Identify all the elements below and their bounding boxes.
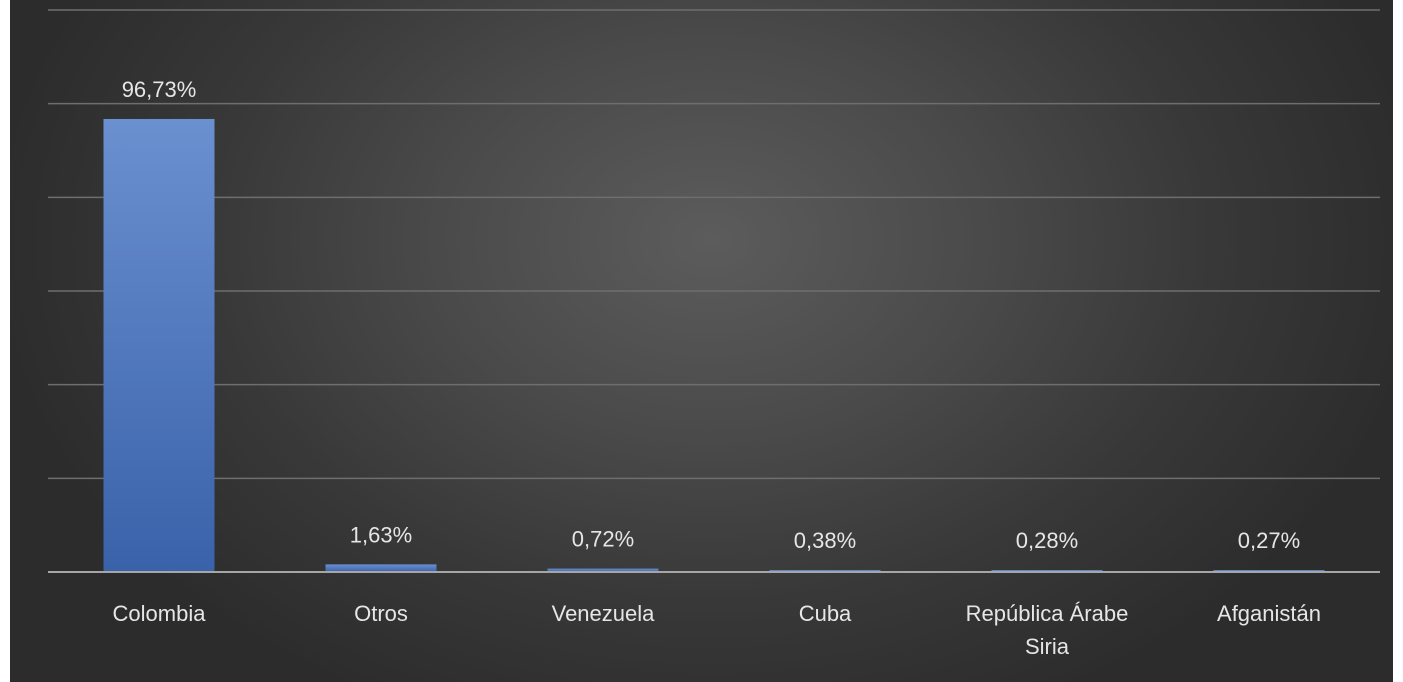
category-label: Cuba [799, 601, 852, 626]
category-label: Afganistán [1217, 601, 1321, 626]
chart-area: 96,73% 1,63% 0,72% 0,38% 0,28% 0,27% Colombia… [10, 0, 1393, 682]
data-label: 0,28% [1016, 528, 1078, 553]
data-label: 96,73% [122, 77, 197, 102]
bar [325, 564, 437, 572]
data-label: 0,27% [1238, 528, 1300, 553]
category-label: Colombia [113, 601, 207, 626]
bar [547, 568, 659, 572]
bar [103, 118, 215, 572]
data-label: 0,72% [572, 527, 634, 552]
data-label: 1,63% [350, 522, 412, 547]
bars [103, 118, 1325, 572]
data-label: 0,38% [794, 528, 856, 553]
category-label: Otros [354, 601, 408, 626]
category-label: República Árabe Siria [966, 601, 1129, 659]
category-labels: Colombia Otros Venezuela Cuba República Árab… [113, 601, 1321, 659]
data-labels: 96,73% 1,63% 0,72% 0,38% 0,28% 0,27% [122, 77, 1301, 553]
bar-chart: 96,73% 1,63% 0,72% 0,38% 0,28% 0,27% Colombia… [48, 9, 1380, 659]
category-label: Venezuela [552, 601, 656, 626]
gridlines [48, 9, 1380, 480]
